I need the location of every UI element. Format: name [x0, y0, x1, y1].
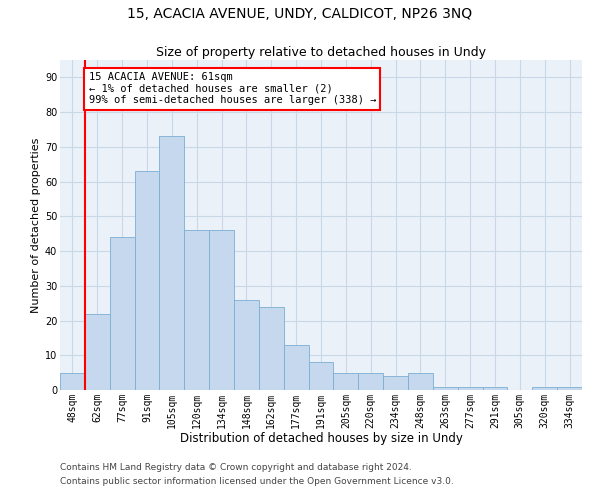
Text: Contains HM Land Registry data © Crown copyright and database right 2024.: Contains HM Land Registry data © Crown c…: [60, 464, 412, 472]
Bar: [85, 314, 110, 390]
Title: Size of property relative to detached houses in Undy: Size of property relative to detached ho…: [156, 46, 486, 59]
Y-axis label: Number of detached properties: Number of detached properties: [31, 138, 41, 312]
Bar: [259, 306, 284, 390]
Bar: [334, 372, 358, 390]
Bar: [134, 171, 160, 390]
Bar: [184, 230, 209, 390]
Text: Contains public sector information licensed under the Open Government Licence v3: Contains public sector information licen…: [60, 477, 454, 486]
Bar: [60, 372, 85, 390]
Bar: [557, 386, 582, 390]
X-axis label: Distribution of detached houses by size in Undy: Distribution of detached houses by size …: [179, 432, 463, 445]
Bar: [160, 136, 184, 390]
Bar: [532, 386, 557, 390]
Bar: [284, 345, 308, 390]
Bar: [383, 376, 408, 390]
Bar: [358, 372, 383, 390]
Bar: [482, 386, 508, 390]
Bar: [458, 386, 482, 390]
Text: 15 ACACIA AVENUE: 61sqm
← 1% of detached houses are smaller (2)
99% of semi-deta: 15 ACACIA AVENUE: 61sqm ← 1% of detached…: [89, 72, 376, 106]
Bar: [433, 386, 458, 390]
Bar: [209, 230, 234, 390]
Bar: [234, 300, 259, 390]
Text: 15, ACACIA AVENUE, UNDY, CALDICOT, NP26 3NQ: 15, ACACIA AVENUE, UNDY, CALDICOT, NP26 …: [127, 8, 473, 22]
Bar: [308, 362, 334, 390]
Bar: [408, 372, 433, 390]
Bar: [110, 237, 134, 390]
